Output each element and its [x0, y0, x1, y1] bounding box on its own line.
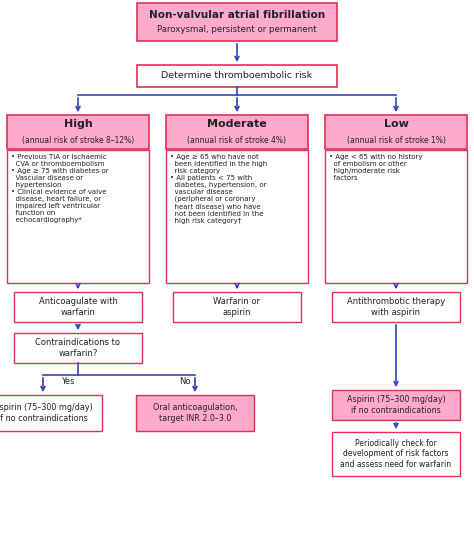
FancyBboxPatch shape — [7, 150, 149, 283]
FancyBboxPatch shape — [166, 150, 308, 283]
Text: Paroxysmal, persistent or permanent: Paroxysmal, persistent or permanent — [157, 26, 317, 34]
Text: Contraindications to
warfarin?: Contraindications to warfarin? — [36, 338, 120, 358]
FancyBboxPatch shape — [332, 390, 460, 420]
Text: Warfarin or
aspirin: Warfarin or aspirin — [213, 298, 261, 317]
FancyBboxPatch shape — [136, 395, 254, 431]
Text: Low: Low — [383, 119, 409, 129]
FancyBboxPatch shape — [325, 150, 467, 283]
Text: Antithrombotic therapy
with aspirin: Antithrombotic therapy with aspirin — [347, 298, 445, 317]
FancyBboxPatch shape — [137, 3, 337, 41]
FancyBboxPatch shape — [14, 333, 142, 363]
Text: Periodically check for
development of risk factors
and assess need for warfarin: Periodically check for development of ri… — [340, 439, 452, 469]
FancyBboxPatch shape — [332, 292, 460, 322]
Text: (annual risk of stroke 8–12%): (annual risk of stroke 8–12%) — [22, 135, 134, 145]
Text: • Age < 65 with no history
  of embolism or other
  high/moderate risk
  factors: • Age < 65 with no history of embolism o… — [329, 154, 422, 181]
Text: Oral anticoagulation,
target INR 2.0–3.0: Oral anticoagulation, target INR 2.0–3.0 — [153, 403, 237, 423]
FancyBboxPatch shape — [14, 292, 142, 322]
Text: Determine thromboembolic risk: Determine thromboembolic risk — [162, 71, 312, 81]
Text: Non-valvular atrial fibrillation: Non-valvular atrial fibrillation — [149, 10, 325, 20]
FancyBboxPatch shape — [7, 115, 149, 149]
FancyBboxPatch shape — [137, 65, 337, 87]
Text: Yes: Yes — [61, 377, 74, 386]
Text: • Age ≥ 65 who have not
  been identified in the high
  risk category
• All pati: • Age ≥ 65 who have not been identified … — [170, 154, 267, 224]
FancyBboxPatch shape — [332, 432, 460, 476]
Text: Aspirin (75–300 mg/day)
if no contraindications: Aspirin (75–300 mg/day) if no contraindi… — [346, 395, 446, 415]
FancyBboxPatch shape — [173, 292, 301, 322]
Text: High: High — [64, 119, 92, 129]
Text: Anticoagulate with
warfarin: Anticoagulate with warfarin — [38, 298, 118, 317]
FancyBboxPatch shape — [325, 115, 467, 149]
Text: • Previous TIA or ischaemic
  CVA or thromboembolism
• Age ≥ 75 with diabetes or: • Previous TIA or ischaemic CVA or throm… — [11, 154, 109, 223]
Text: No: No — [180, 377, 191, 386]
Text: (annual risk of stroke 1%): (annual risk of stroke 1%) — [346, 135, 446, 145]
Text: Moderate: Moderate — [207, 119, 267, 129]
FancyBboxPatch shape — [166, 115, 308, 149]
FancyBboxPatch shape — [0, 395, 102, 431]
Text: (annual risk of stroke 4%): (annual risk of stroke 4%) — [188, 135, 286, 145]
Text: Aspirin (75–300 mg/day)
if no contraindications: Aspirin (75–300 mg/day) if no contraindi… — [0, 403, 92, 423]
